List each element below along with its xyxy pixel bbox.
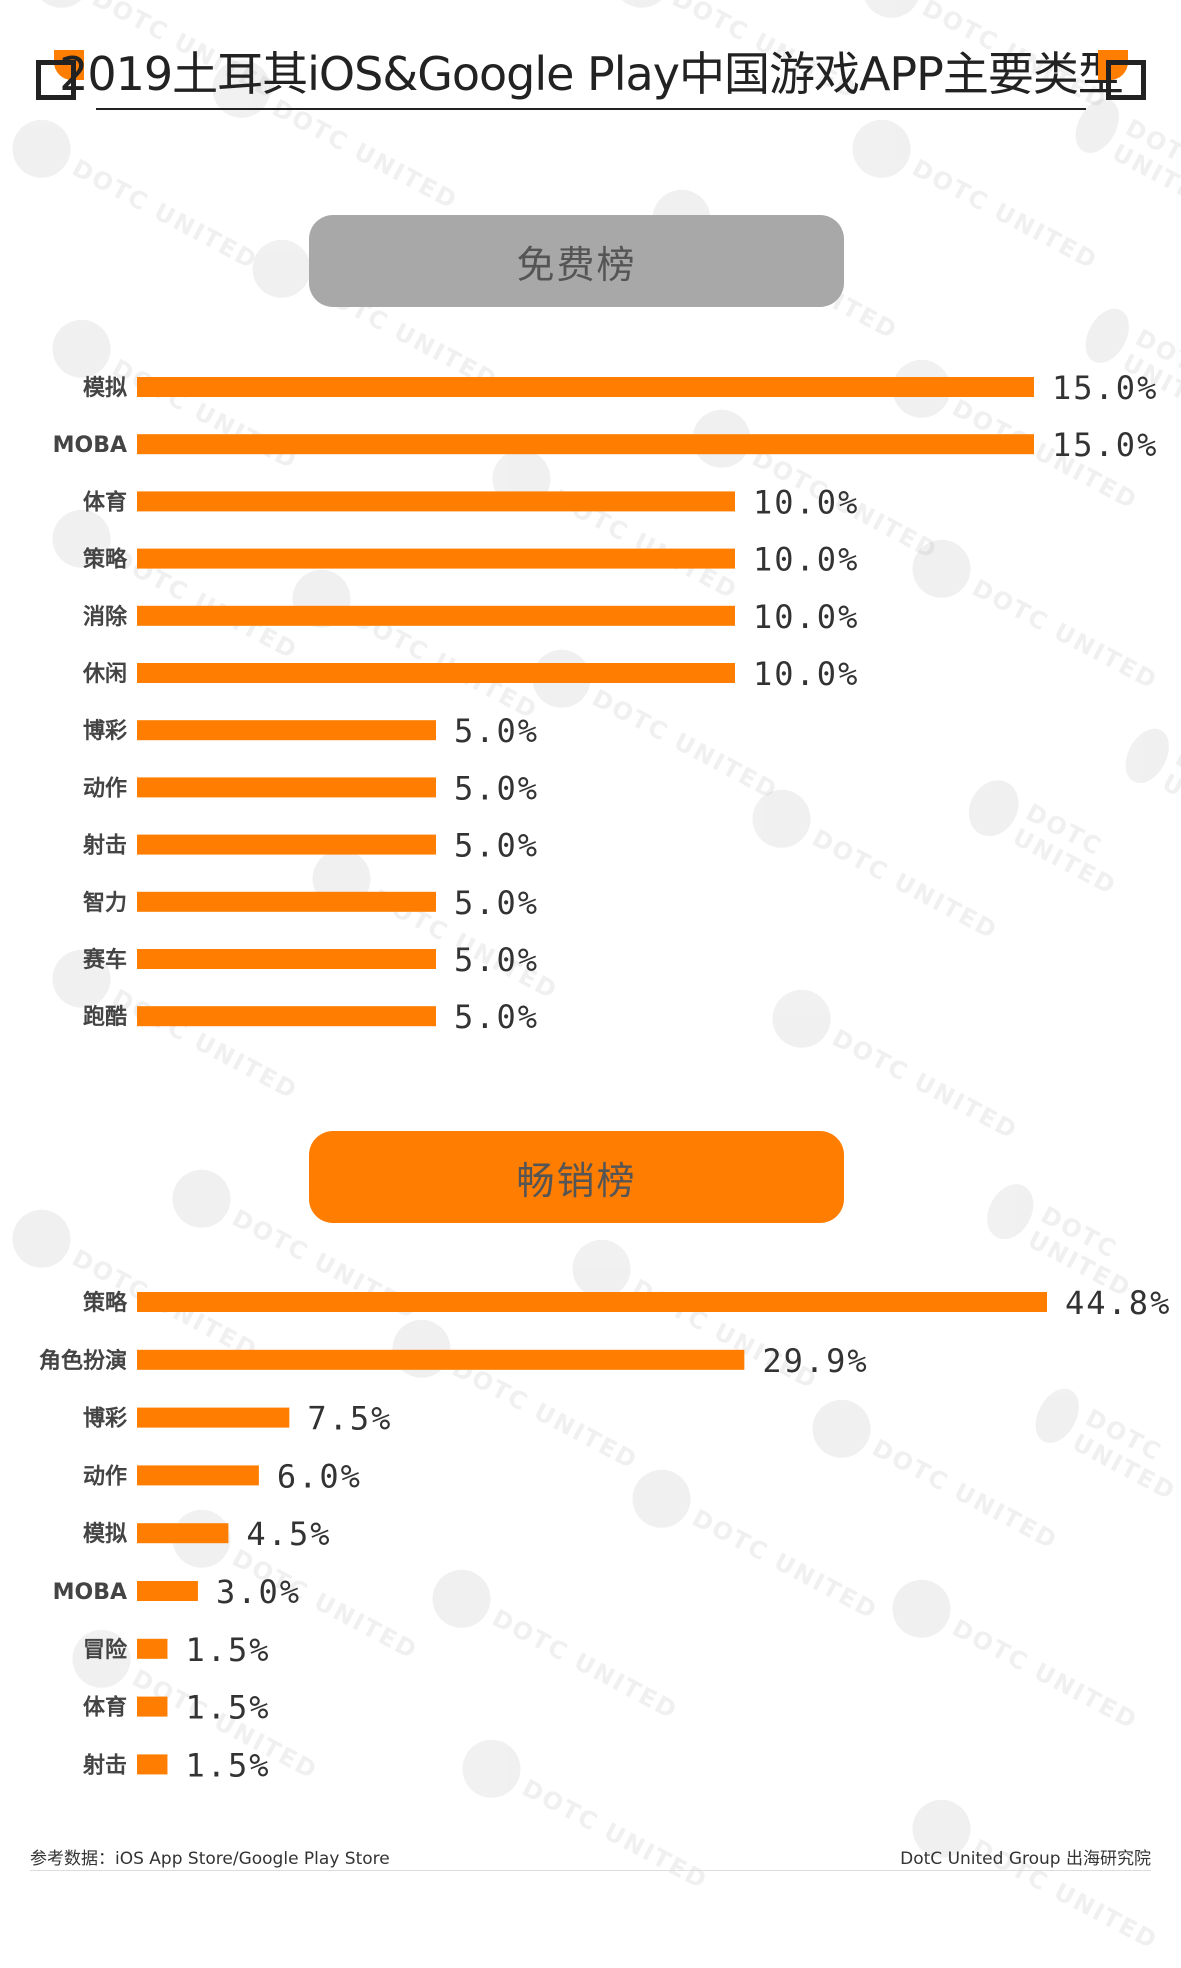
data-label: 1.5% bbox=[185, 1746, 270, 1784]
title-corner-right-icon bbox=[1092, 50, 1146, 104]
bar bbox=[137, 1006, 436, 1027]
category-label: 射击 bbox=[82, 1752, 127, 1778]
footer-divider bbox=[30, 1870, 1151, 1871]
category-label: MOBA bbox=[53, 1580, 127, 1605]
category-label: 博彩 bbox=[83, 1406, 127, 1432]
category-label: 策略 bbox=[83, 1290, 128, 1316]
bar bbox=[137, 1581, 198, 1601]
publisher-credit: DotC United Group 出海研究院 bbox=[900, 1849, 1151, 1869]
bar bbox=[137, 891, 436, 912]
title-corner-left-icon bbox=[36, 50, 90, 104]
data-label: 5.0% bbox=[454, 712, 539, 750]
category-label: MOBA bbox=[53, 433, 127, 458]
category-label: 体育 bbox=[83, 489, 127, 515]
bar bbox=[137, 1638, 168, 1659]
grossing-chart: 策略 44.8% 角色扮演 29.9% 博彩 7.5% 动作 6.0% 模拟 4.5% MOBA 3.… bbox=[39, 1284, 1171, 1784]
category-label: 赛车 bbox=[82, 947, 127, 973]
data-label: 10.0% bbox=[753, 483, 859, 521]
bar bbox=[137, 1754, 168, 1775]
data-label: 5.0% bbox=[454, 884, 539, 922]
bar bbox=[137, 377, 1034, 397]
bar bbox=[137, 491, 735, 512]
bar bbox=[137, 949, 436, 969]
bar bbox=[137, 663, 735, 683]
title-underline bbox=[96, 108, 1086, 110]
category-label: 博彩 bbox=[83, 718, 127, 744]
data-label: 15.0% bbox=[1052, 426, 1158, 464]
data-label: 5.0% bbox=[454, 941, 539, 979]
data-label: 5.0% bbox=[454, 998, 539, 1036]
bar bbox=[137, 1292, 1047, 1312]
data-label: 5.0% bbox=[454, 827, 539, 865]
data-label: 3.0% bbox=[216, 1573, 301, 1611]
bar bbox=[137, 605, 735, 626]
bar bbox=[137, 834, 436, 855]
data-label: 5.0% bbox=[454, 769, 539, 807]
bar bbox=[137, 720, 436, 741]
free-chart: 模拟 15.0% MOBA 15.0% 体育 10.0% 策略 10.0% 消除 10.0% 休闲 1… bbox=[53, 369, 1158, 1036]
category-label: 冒险 bbox=[83, 1637, 128, 1663]
category-label: 消除 bbox=[83, 604, 128, 630]
category-label: 智力 bbox=[83, 890, 127, 916]
data-label: 7.5% bbox=[307, 1400, 392, 1438]
category-label: 模拟 bbox=[83, 376, 127, 401]
bar bbox=[137, 1465, 259, 1486]
data-label: 10.0% bbox=[753, 541, 859, 579]
category-label: 体育 bbox=[83, 1695, 127, 1721]
category-label: 射击 bbox=[82, 833, 127, 859]
data-label: 29.9% bbox=[762, 1342, 868, 1380]
page-title: 2019土耳其iOS&Google Play中国游戏APP主要类型 bbox=[59, 47, 1124, 101]
category-label: 动作 bbox=[83, 1464, 127, 1489]
title-banner: 2019土耳其iOS&Google Play中国游戏APP主要类型 bbox=[36, 44, 1146, 110]
data-label: 1.5% bbox=[185, 1631, 270, 1669]
category-label: 策略 bbox=[83, 547, 128, 573]
bar bbox=[137, 1349, 745, 1370]
grossing-chart-title: 畅销榜 bbox=[309, 1131, 844, 1223]
category-label: 休闲 bbox=[82, 662, 127, 687]
category-label: 角色扮演 bbox=[39, 1348, 127, 1374]
data-label: 6.0% bbox=[277, 1457, 362, 1495]
data-label: 4.5% bbox=[246, 1515, 331, 1553]
source-note: 参考数据：iOS App Store/Google Play Store bbox=[30, 1849, 390, 1869]
bar bbox=[137, 1523, 229, 1544]
data-label: 44.8% bbox=[1065, 1284, 1171, 1322]
bar bbox=[137, 777, 436, 798]
bar bbox=[137, 548, 735, 569]
category-label: 模拟 bbox=[83, 1522, 127, 1547]
bar bbox=[137, 1407, 290, 1428]
data-label: 10.0% bbox=[753, 598, 859, 636]
data-label: 1.5% bbox=[185, 1689, 270, 1727]
free-chart-title: 免费榜 bbox=[309, 215, 844, 307]
data-label: 15.0% bbox=[1052, 369, 1158, 407]
data-label: 10.0% bbox=[753, 655, 859, 693]
category-label: 跑酷 bbox=[83, 1005, 127, 1030]
bar bbox=[137, 1696, 168, 1717]
category-label: 动作 bbox=[83, 776, 127, 801]
bar bbox=[137, 434, 1034, 455]
